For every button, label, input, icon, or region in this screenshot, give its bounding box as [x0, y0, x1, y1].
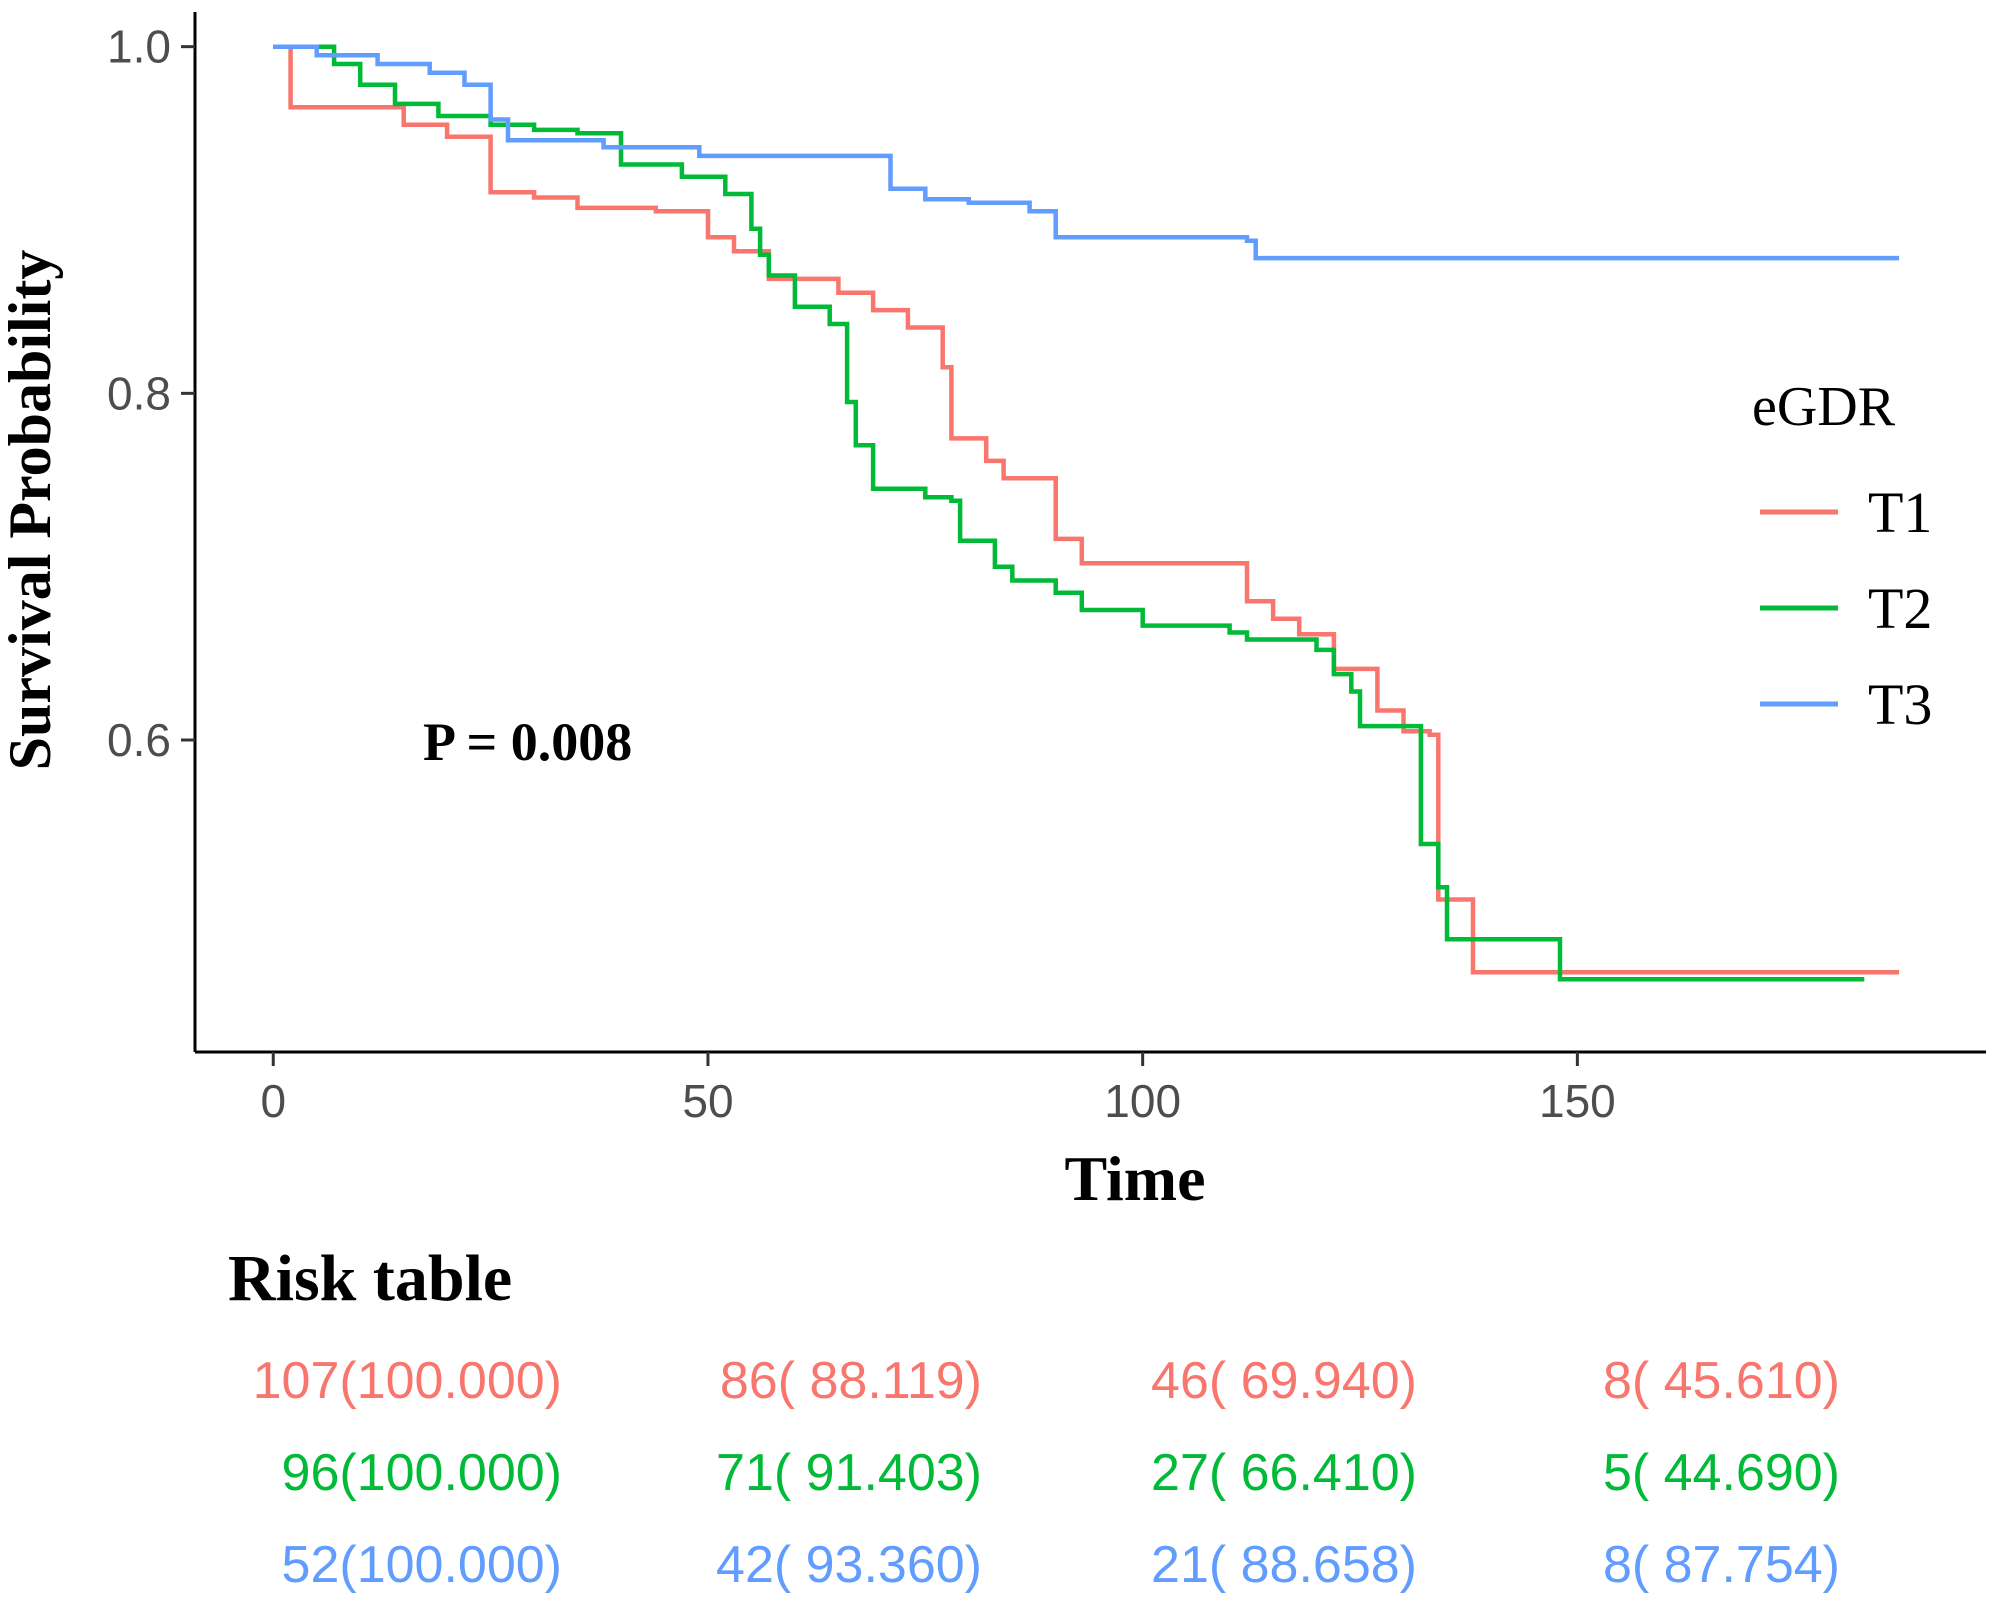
legend-label-t2: T2 — [1868, 576, 1932, 641]
legend-title: eGDR — [1752, 376, 1896, 438]
risk-cell-t3: 52(100.000) — [282, 1536, 562, 1594]
x-tick-label: 50 — [682, 1075, 733, 1127]
p-value-annotation: P = 0.008 — [423, 712, 632, 772]
risk-cell-t3: 21( 88.658) — [1151, 1536, 1417, 1594]
legend-label-t1: T1 — [1868, 480, 1932, 545]
curve-t1 — [273, 44, 1900, 975]
risk-cell-t2: 27( 66.410) — [1151, 1444, 1417, 1502]
x-axis-title: Time — [1064, 1143, 1205, 1214]
legend-label-t3: T3 — [1868, 672, 1932, 737]
x-ticks: 0 50 100 150 — [260, 1052, 1616, 1127]
risk-cell-t2: 5( 44.690) — [1603, 1444, 1840, 1502]
x-tick-label: 0 — [260, 1075, 286, 1127]
y-tick-label: 1.0 — [107, 21, 171, 73]
risk-cell-t3: 42( 93.360) — [716, 1536, 982, 1594]
legend: eGDR T1 T2 T3 — [1752, 376, 1932, 737]
risk-cell-t2: 96(100.000) — [282, 1444, 562, 1502]
legend-entries: T1 T2 T3 — [1760, 480, 1932, 737]
x-tick-label: 100 — [1104, 1075, 1181, 1127]
y-axis-title: Survival Probability — [0, 250, 63, 771]
y-tick-label: 0.8 — [107, 367, 171, 419]
risk-table-title: Risk table — [228, 1242, 512, 1315]
risk-cell-t1: 86( 88.119) — [720, 1352, 982, 1410]
risk-table: 107(100.000) 86( 88.119) 46( 69.940) 8( 45.… — [253, 1352, 1840, 1594]
risk-cell-t3: 8( 87.754) — [1603, 1536, 1840, 1594]
curve-t2 — [273, 44, 1865, 982]
y-tick-label: 0.6 — [107, 714, 171, 766]
risk-cell-t2: 71( 91.403) — [716, 1444, 982, 1502]
risk-cell-t1: 46( 69.940) — [1151, 1352, 1417, 1410]
survival-curves — [273, 44, 1900, 982]
risk-cell-t1: 107(100.000) — [253, 1352, 562, 1410]
risk-cell-t1: 8( 45.610) — [1603, 1352, 1840, 1410]
curve-t3 — [273, 44, 1900, 261]
y-ticks: 0.6 0.8 1.0 — [107, 21, 195, 766]
x-tick-label: 150 — [1539, 1075, 1616, 1127]
